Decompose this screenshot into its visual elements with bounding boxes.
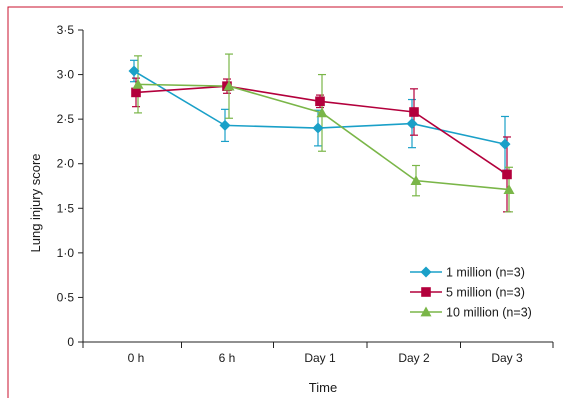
x-tick-label: 6 h	[219, 351, 236, 365]
data-point	[499, 138, 511, 150]
y-tick-label: 1·5	[57, 201, 75, 215]
y-tick-label: 1·0	[57, 246, 75, 260]
data-point	[316, 107, 328, 118]
y-tick-label: 0·5	[57, 290, 75, 304]
x-axis-label: Time	[309, 380, 337, 395]
legend-marker	[421, 287, 431, 297]
y-tick-label: 3·5	[57, 23, 75, 37]
data-point	[410, 175, 422, 186]
y-tick-label: 0	[67, 335, 74, 349]
data-point	[406, 118, 418, 130]
legend-label: 10 million (n=3)	[446, 306, 532, 320]
x-tick-label: Day 1	[304, 351, 336, 365]
legend-label: 5 million (n=3)	[446, 286, 525, 300]
y-tick-label: 2·5	[57, 112, 75, 126]
data-point	[219, 119, 231, 131]
data-point	[131, 87, 141, 98]
data-point	[503, 184, 515, 194]
data-point	[132, 78, 144, 89]
data-point	[223, 80, 235, 91]
x-tick-label: Day 2	[398, 351, 430, 365]
legend-marker	[420, 266, 432, 278]
legend-label: 1 million (n=3)	[446, 266, 525, 280]
y-tick-label: 2·0	[57, 157, 75, 171]
data-point	[312, 122, 324, 134]
y-tick-label: 3·0	[57, 68, 75, 82]
legend: 1 million (n=3) 5 million (n=3) 10 million…	[410, 266, 532, 320]
series-markers	[128, 65, 515, 194]
axes: 0 0·5 1·0 1·5 2·0 2·5 3·0 3·5 0 h 6 h Day 1 Day 2 Da…	[57, 23, 554, 365]
legend-marker	[420, 306, 432, 317]
x-tick-label: Day 3	[491, 351, 523, 365]
data-point	[409, 107, 419, 117]
data-point	[128, 65, 140, 77]
y-axis-label: Lung injury score	[28, 154, 43, 253]
data-point	[315, 96, 325, 107]
data-point	[502, 169, 512, 180]
x-tick-label: 0 h	[128, 351, 145, 365]
